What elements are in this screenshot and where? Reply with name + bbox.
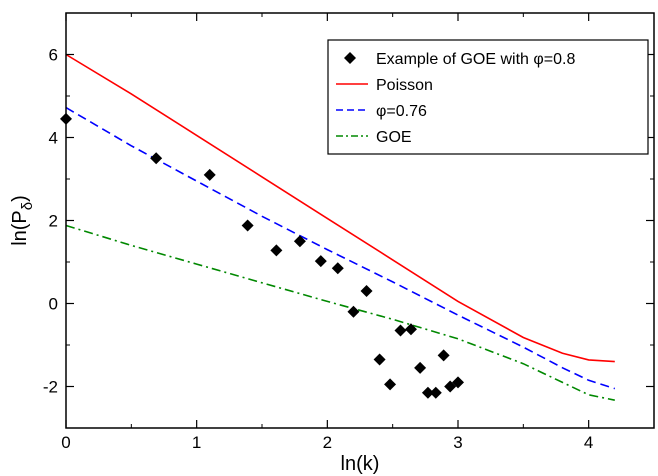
y-tick-label: 0 — [49, 295, 58, 314]
y-axis-label-main: ln(P — [9, 210, 31, 246]
y-tick-label: -2 — [43, 378, 58, 397]
data-point-marker — [414, 361, 427, 374]
legend-label: Example of GOE with φ=0.8 — [376, 51, 575, 68]
legend: Example of GOE with φ=0.8 Poisson φ=0.76 GO… — [327, 39, 649, 155]
x-tick-label: 2 — [323, 433, 332, 452]
data-point-marker — [241, 219, 254, 232]
legend-label: Poisson — [376, 77, 433, 94]
data-point-marker — [404, 323, 417, 336]
legend-label: φ=0.76 — [376, 103, 427, 120]
series-line-goe — [65, 224, 615, 401]
legend-box — [327, 39, 649, 155]
data-point-marker — [384, 378, 397, 391]
x-tick-label: 1 — [192, 433, 201, 452]
data-point-marker — [360, 285, 373, 298]
y-tick-label: 2 — [49, 212, 58, 231]
data-point-marker — [437, 349, 450, 362]
series-line-poisson — [65, 53, 615, 363]
series-line--0-76 — [65, 106, 616, 390]
legend-marker — [344, 52, 356, 64]
x-axis-label: ln(k) — [341, 453, 380, 475]
legend-entries: Example of GOE with φ=0.8 Poisson φ=0.76 GO… — [336, 51, 575, 146]
y-axis-label-close: ) — [9, 195, 31, 202]
data-point-marker — [150, 152, 163, 165]
legend-label: GOE — [376, 129, 412, 146]
data-point-marker — [373, 353, 386, 366]
data-point-marker — [429, 386, 442, 399]
x-tick-label: 0 — [61, 433, 70, 452]
y-axis-label-subscript: δ — [19, 202, 36, 210]
plot-markers — [60, 112, 464, 399]
data-point-marker — [421, 386, 434, 399]
data-point-marker — [452, 376, 464, 389]
y-tick-label: 6 — [49, 46, 58, 65]
x-tick-label: 3 — [453, 433, 462, 452]
data-point-marker — [314, 255, 327, 268]
y-axis-label: ln(Pδ) — [9, 195, 36, 246]
axis-ticks: 0 1 2 3 4 -2 0 2 4 6 — [43, 12, 654, 452]
data-point-marker — [203, 168, 216, 181]
data-point-marker — [270, 244, 283, 257]
data-point-marker — [394, 324, 407, 337]
data-point-marker — [347, 305, 360, 318]
y-tick-label: 4 — [49, 129, 58, 148]
data-point-marker — [293, 235, 306, 248]
x-tick-label: 4 — [584, 433, 593, 452]
plot-lines — [65, 53, 616, 401]
data-point-marker — [331, 262, 344, 275]
